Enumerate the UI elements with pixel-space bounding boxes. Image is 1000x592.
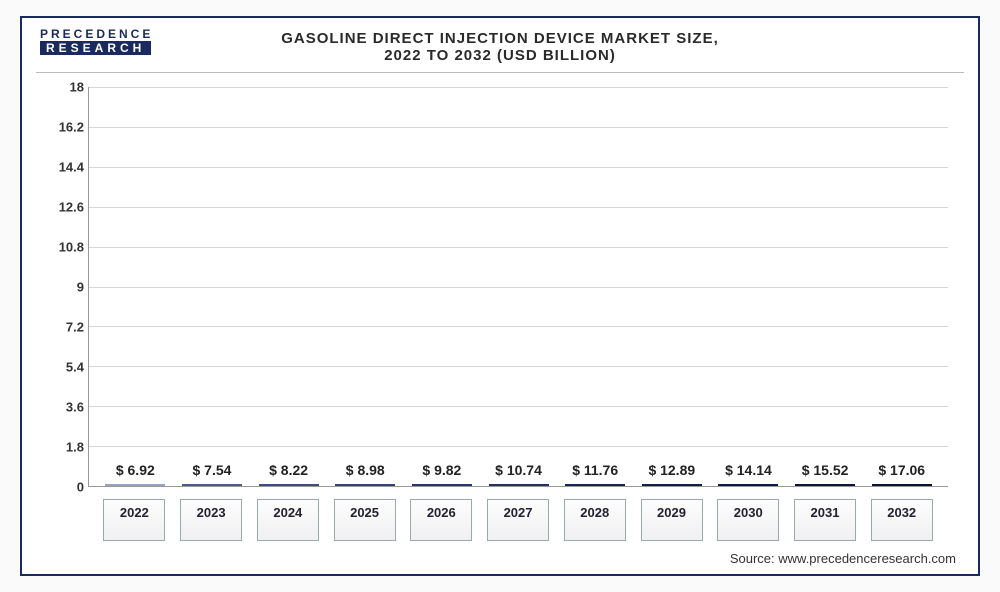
x-axis-label: 2027 xyxy=(487,499,549,541)
bar-value-label: $ 10.74 xyxy=(495,462,542,478)
y-tick-label: 12.6 xyxy=(42,200,84,215)
x-axis-label: 2023 xyxy=(180,499,242,541)
y-tick-label: 5.4 xyxy=(42,360,84,375)
bar-group: $ 8.98 xyxy=(327,462,404,486)
bar xyxy=(412,484,472,486)
bar-value-label: $ 15.52 xyxy=(802,462,849,478)
x-label-cell: 2023 xyxy=(173,491,250,541)
gridline xyxy=(89,406,948,407)
bar-value-label: $ 7.54 xyxy=(192,462,231,478)
gridline xyxy=(89,127,948,128)
x-axis-label: 2030 xyxy=(717,499,779,541)
source-text: Source: www.precedenceresearch.com xyxy=(22,547,978,574)
y-tick-label: 1.8 xyxy=(42,440,84,455)
bar-value-label: $ 8.22 xyxy=(269,462,308,478)
bar-value-label: $ 8.98 xyxy=(346,462,385,478)
y-tick-label: 16.2 xyxy=(42,120,84,135)
gridline xyxy=(89,326,948,327)
bar-group: $ 10.74 xyxy=(480,462,557,486)
x-label-cell: 2028 xyxy=(556,491,633,541)
bar-group: $ 7.54 xyxy=(174,462,251,486)
bar xyxy=(642,484,702,486)
x-label-cell: 2024 xyxy=(249,491,326,541)
x-axis-label: 2031 xyxy=(794,499,856,541)
bar-group: $ 11.76 xyxy=(557,462,634,486)
title-line-1: GASOLINE DIRECT INJECTION DEVICE MARKET … xyxy=(36,30,964,47)
bar-value-label: $ 12.89 xyxy=(648,462,695,478)
gridline xyxy=(89,247,948,248)
bar xyxy=(872,484,932,486)
bar xyxy=(718,484,778,486)
x-axis-label: 2028 xyxy=(564,499,626,541)
x-label-cell: 2031 xyxy=(787,491,864,541)
x-label-cell: 2032 xyxy=(863,491,940,541)
bar xyxy=(335,484,395,486)
x-axis-label: 2026 xyxy=(410,499,472,541)
x-label-cell: 2026 xyxy=(403,491,480,541)
x-axis-label: 2032 xyxy=(871,499,933,541)
bar-value-label: $ 14.14 xyxy=(725,462,772,478)
bar-group: $ 15.52 xyxy=(787,462,864,486)
y-tick-label: 3.6 xyxy=(42,400,84,415)
bar-group: $ 17.06 xyxy=(863,462,940,486)
x-label-cell: 2025 xyxy=(326,491,403,541)
gridline xyxy=(89,167,948,168)
y-tick-label: 10.8 xyxy=(42,240,84,255)
logo-line1: PRECEDENCE xyxy=(40,28,153,41)
y-tick-label: 9 xyxy=(42,280,84,295)
gridline xyxy=(89,446,948,447)
y-tick-label: 14.4 xyxy=(42,160,84,175)
bar-group: $ 12.89 xyxy=(633,462,710,486)
x-axis-label: 2022 xyxy=(103,499,165,541)
gridline xyxy=(89,287,948,288)
bar xyxy=(182,484,242,486)
y-tick-label: 18 xyxy=(42,80,84,95)
bar-value-label: $ 11.76 xyxy=(572,462,618,478)
grid: $ 6.92 $ 7.54 $ 8.22 $ 8.98 $ 9.82 $ 10.74 $ 1… xyxy=(88,87,948,487)
bar xyxy=(105,484,165,486)
bar-value-label: $ 6.92 xyxy=(116,462,155,478)
bar xyxy=(795,484,855,486)
bar-group: $ 8.22 xyxy=(250,462,327,486)
bar-value-label: $ 17.06 xyxy=(878,462,925,478)
bar-group: $ 6.92 xyxy=(97,462,174,486)
title-line-2: 2022 TO 2032 (USD BILLION) xyxy=(36,47,964,64)
x-axis-label: 2029 xyxy=(641,499,703,541)
x-label-cell: 2027 xyxy=(480,491,557,541)
gridline xyxy=(89,87,948,88)
x-label-cell: 2029 xyxy=(633,491,710,541)
gridline xyxy=(89,366,948,367)
bar xyxy=(489,484,549,486)
x-label-cell: 2022 xyxy=(96,491,173,541)
y-tick-label: 7.2 xyxy=(42,320,84,335)
x-axis-label: 2025 xyxy=(334,499,396,541)
bar-value-label: $ 9.82 xyxy=(422,462,461,478)
y-tick-label: 0 xyxy=(42,480,84,495)
x-axis-label: 2024 xyxy=(257,499,319,541)
gridline xyxy=(89,207,948,208)
chart-title: GASOLINE DIRECT INJECTION DEVICE MARKET … xyxy=(36,18,964,73)
bar-group: $ 9.82 xyxy=(404,462,481,486)
bar xyxy=(565,484,625,486)
x-label-cell: 2030 xyxy=(710,491,787,541)
plot-area: 01.83.65.47.2910.812.614.416.218 $ 6.92$… xyxy=(42,83,958,541)
chart-frame: PRECEDENCE RESEARCH GASOLINE DIRECT INJE… xyxy=(20,16,980,576)
logo-line2: RESEARCH xyxy=(40,41,151,56)
brand-logo: PRECEDENCE RESEARCH xyxy=(40,28,153,55)
x-axis: 2022 2023 2024 2025 2026 2027 2028 2029 2030 2031… xyxy=(88,491,948,541)
bar xyxy=(259,484,319,486)
bar-group: $ 14.14 xyxy=(710,462,787,486)
